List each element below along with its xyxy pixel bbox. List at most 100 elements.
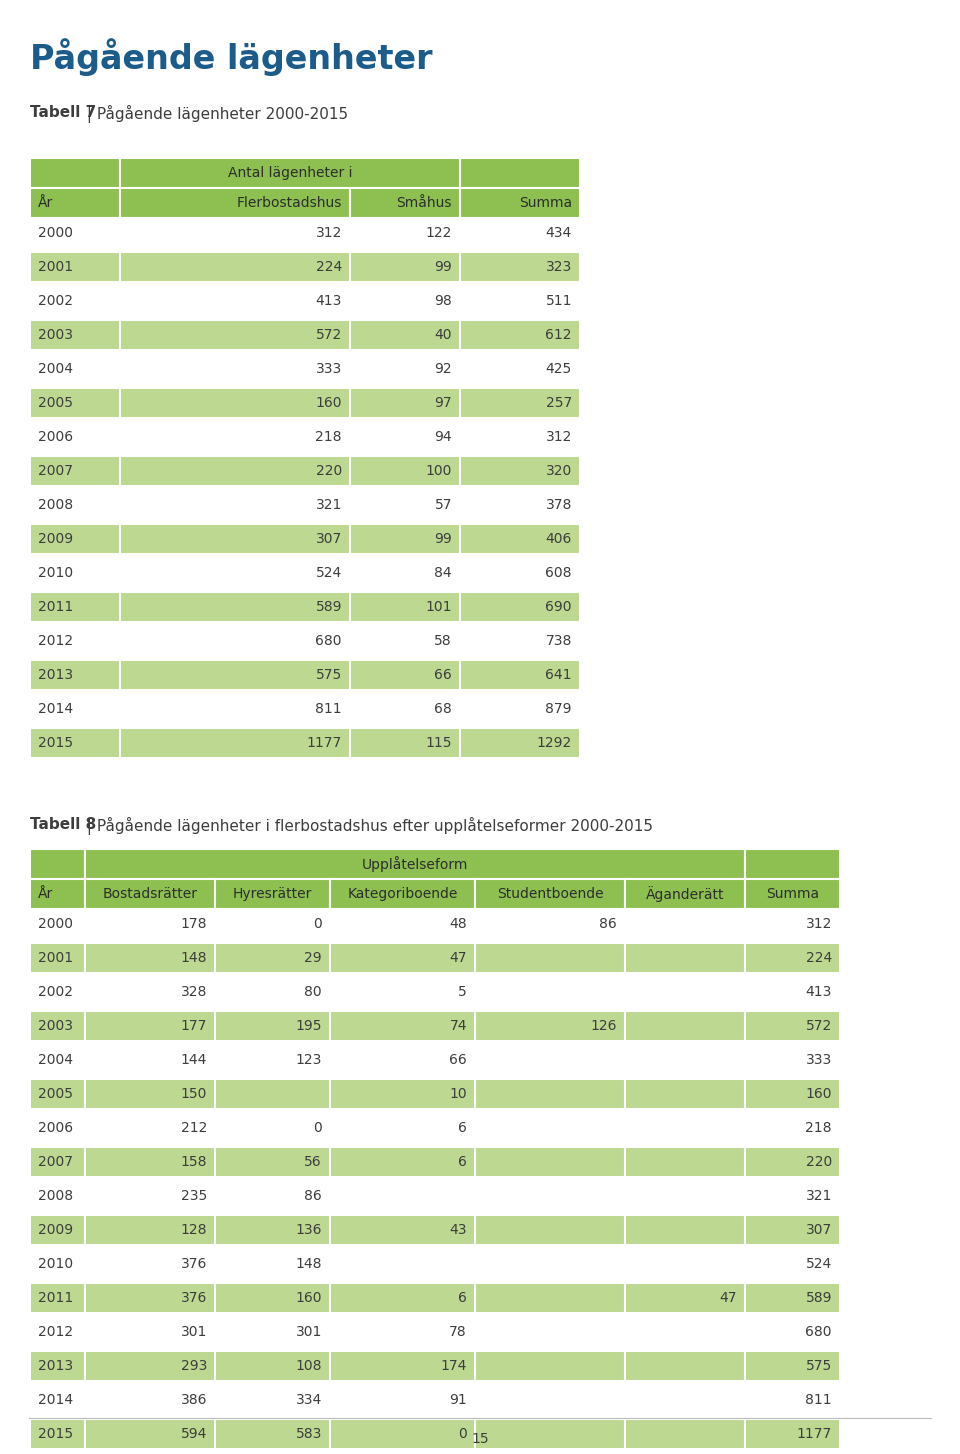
Text: 78: 78 (449, 1325, 467, 1339)
Bar (475, 1147, 625, 1176)
Bar (475, 1079, 625, 1109)
Bar (745, 909, 840, 939)
Bar (350, 694, 460, 724)
Text: 148: 148 (296, 1258, 322, 1271)
Bar (625, 1147, 745, 1176)
Text: 1292: 1292 (537, 736, 572, 750)
Text: Flerbostadshus: Flerbostadshus (236, 196, 342, 209)
Bar (330, 1112, 475, 1143)
Bar (30, 1419, 85, 1450)
Text: 2008: 2008 (38, 1189, 73, 1202)
Bar (475, 1249, 625, 1280)
Bar (30, 1216, 85, 1245)
Text: 47: 47 (719, 1291, 737, 1306)
Bar (215, 1147, 330, 1176)
Text: 2010: 2010 (38, 1258, 73, 1271)
Bar (330, 1419, 475, 1450)
Bar (30, 490, 120, 521)
Bar (215, 977, 330, 1008)
Bar (625, 944, 745, 973)
Bar (215, 1181, 330, 1211)
Text: 66: 66 (449, 1053, 467, 1067)
Bar (330, 1147, 475, 1176)
Text: 2008: 2008 (38, 499, 73, 512)
Bar (120, 457, 350, 486)
Bar (120, 286, 350, 316)
Text: 40: 40 (435, 329, 452, 342)
Bar (460, 218, 580, 249)
Text: 15: 15 (471, 1432, 489, 1445)
Text: Upplåtelseform: Upplåtelseform (362, 856, 468, 872)
Bar (120, 353, 350, 384)
Bar (215, 1216, 330, 1245)
Text: 220: 220 (316, 464, 342, 478)
Text: 2002: 2002 (38, 294, 73, 308)
Bar (215, 1249, 330, 1280)
Bar (475, 1282, 625, 1313)
Text: 74: 74 (449, 1019, 467, 1032)
Bar (625, 1282, 745, 1313)
Bar (85, 1045, 215, 1075)
Text: 218: 218 (316, 430, 342, 443)
Text: 680: 680 (316, 634, 342, 648)
Text: 115: 115 (425, 736, 452, 750)
Text: 66: 66 (434, 667, 452, 682)
Bar (330, 1351, 475, 1381)
Text: 58: 58 (434, 634, 452, 648)
Bar (625, 1216, 745, 1245)
Text: 2006: 2006 (38, 1121, 73, 1136)
Text: 312: 312 (545, 430, 572, 443)
Text: 334: 334 (296, 1393, 322, 1407)
Bar (350, 457, 460, 486)
Text: Hyresrätter: Hyresrätter (233, 887, 312, 901)
Bar (350, 523, 460, 554)
Text: 2012: 2012 (38, 634, 73, 648)
Text: 589: 589 (805, 1291, 832, 1306)
Bar (625, 1011, 745, 1041)
Text: 2013: 2013 (38, 667, 73, 682)
Text: 2002: 2002 (38, 984, 73, 999)
Bar (330, 1216, 475, 1245)
Text: 2004: 2004 (38, 362, 73, 377)
Bar (625, 880, 745, 909)
Bar (120, 592, 350, 622)
Text: 100: 100 (425, 464, 452, 478)
Bar (85, 1011, 215, 1041)
Text: 811: 811 (316, 702, 342, 715)
Text: 6: 6 (458, 1121, 467, 1136)
Bar (330, 880, 475, 909)
Bar (85, 1317, 215, 1346)
Text: 323: 323 (545, 260, 572, 273)
Text: 98: 98 (434, 294, 452, 308)
Bar (30, 1045, 85, 1075)
Bar (30, 1351, 85, 1381)
Bar (745, 1386, 840, 1415)
Bar (120, 694, 350, 724)
Text: 84: 84 (434, 566, 452, 580)
Text: 301: 301 (180, 1325, 207, 1339)
Bar (30, 320, 120, 350)
Bar (120, 218, 350, 249)
Bar (625, 909, 745, 939)
Bar (625, 1045, 745, 1075)
Bar (460, 627, 580, 656)
Text: 235: 235 (180, 1189, 207, 1202)
Bar (120, 523, 350, 554)
Bar (85, 909, 215, 939)
Bar (475, 1216, 625, 1245)
Bar (475, 1386, 625, 1415)
Bar (330, 1045, 475, 1075)
Bar (625, 1351, 745, 1381)
Bar (30, 660, 120, 691)
Bar (85, 1351, 215, 1381)
Text: 680: 680 (805, 1325, 832, 1339)
Bar (30, 1249, 85, 1280)
Bar (215, 944, 330, 973)
Bar (460, 592, 580, 622)
Bar (85, 977, 215, 1008)
Text: 101: 101 (425, 601, 452, 614)
Text: 413: 413 (316, 294, 342, 308)
Text: 376: 376 (180, 1291, 207, 1306)
Text: 257: 257 (545, 395, 572, 410)
Bar (350, 728, 460, 758)
